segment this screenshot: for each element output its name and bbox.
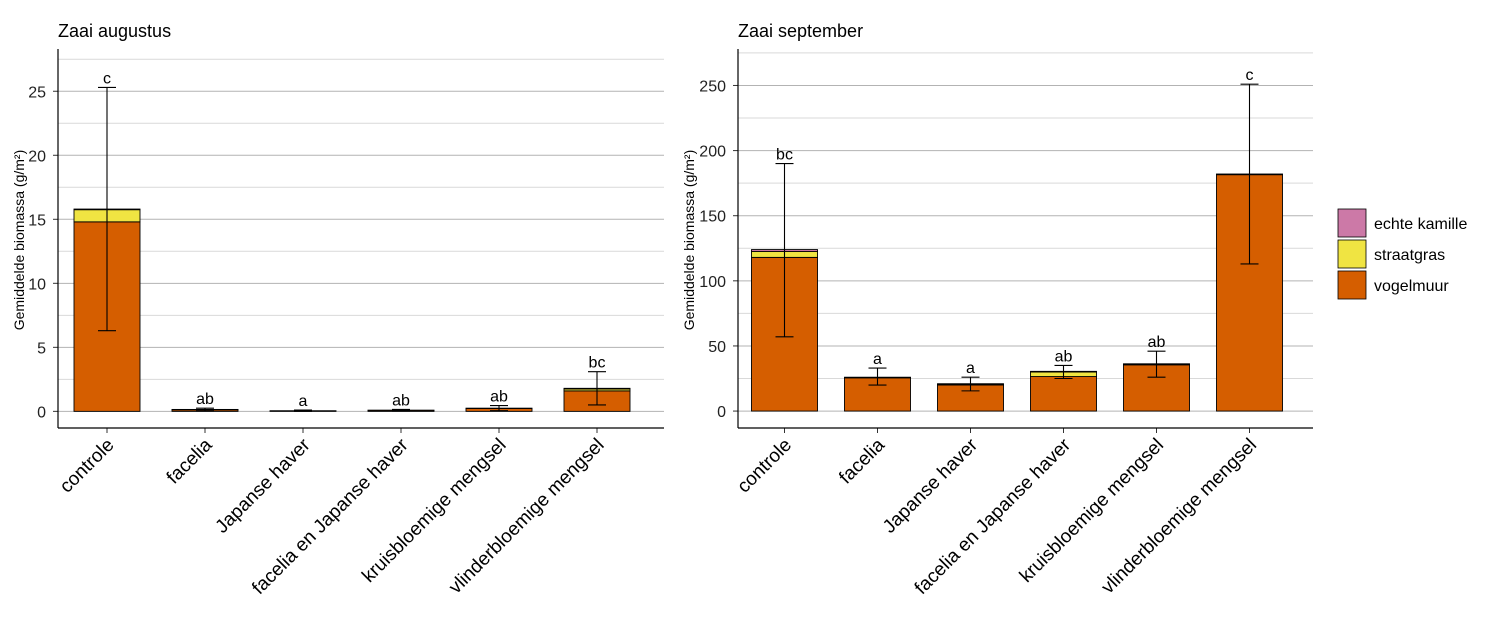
significance-label-vlinderbloemige-mengsel: c bbox=[1246, 67, 1254, 84]
error-bar-facelia bbox=[196, 407, 214, 412]
error-bar-facelia bbox=[868, 367, 887, 386]
y-tick-label: 100 bbox=[699, 274, 726, 291]
y-tick-label: 0 bbox=[717, 404, 726, 421]
significance-label-controle: bc bbox=[776, 147, 793, 164]
significance-label-vlinderbloemige-mengsel: bc bbox=[589, 355, 606, 372]
significance-label-facelia: ab bbox=[196, 391, 214, 408]
gridlines bbox=[58, 58, 664, 412]
y-axis-label: Gemiddelde biomassa (g/m²) bbox=[681, 150, 697, 331]
chart-title: Zaai september bbox=[738, 21, 863, 41]
error-bar-japanse-haver bbox=[961, 376, 980, 392]
x-tick-label-controle: controle bbox=[56, 435, 119, 498]
legend-swatch-straatgras bbox=[1337, 239, 1367, 269]
x-tick-label-japanse-haver: Japanse haver bbox=[879, 434, 982, 537]
error-bar-vlinderbloemige-mengsel bbox=[588, 371, 606, 406]
y-tick-label: 10 bbox=[28, 276, 46, 293]
error-bar-kruisbloemige-mengsel bbox=[1147, 350, 1166, 378]
y-tick-label: 150 bbox=[699, 209, 726, 226]
x-tick-label-facelia: facelia bbox=[835, 434, 889, 488]
error-bar-facelia-en-japanse-haver bbox=[1054, 364, 1073, 380]
y-tick-label: 50 bbox=[708, 339, 726, 356]
chart-title: Zaai augustus bbox=[58, 21, 171, 41]
significance-label-japanse-haver: a bbox=[966, 360, 975, 377]
panel-zaai-augustus: Zaai augustus Gemiddelde biomassa (g/m²)… bbox=[11, 21, 664, 599]
y-tick-label: 200 bbox=[699, 144, 726, 161]
error-bar-controle bbox=[98, 86, 116, 332]
x-tick-label-facelia: facelia bbox=[163, 434, 217, 488]
significance-label-kruisbloemige-mengsel: ab bbox=[490, 389, 508, 406]
y-axis-label: Gemiddelde biomassa (g/m²) bbox=[11, 150, 27, 331]
y-tick-label: 5 bbox=[37, 340, 46, 357]
significance-label-facelia-en-japanse-haver: ab bbox=[392, 392, 410, 409]
y-tick-label: 25 bbox=[28, 84, 46, 101]
error-bar-kruisbloemige-mengsel bbox=[490, 405, 508, 412]
legend-swatch-echte-kamille bbox=[1337, 208, 1367, 238]
significance-label-facelia: a bbox=[873, 351, 882, 368]
error-bar-japanse-haver bbox=[294, 409, 312, 412]
x-tick-label-controle: controle bbox=[733, 435, 796, 498]
legend-swatch-vogelmuur bbox=[1337, 270, 1367, 300]
error-bar-controle bbox=[775, 163, 794, 338]
y-tick-label: 0 bbox=[37, 404, 46, 421]
legend-label-straatgras: straatgras bbox=[1374, 247, 1445, 264]
error-bar-vlinderbloemige-mengsel bbox=[1240, 83, 1259, 265]
bar-vogelmuur-facelia-en-japanse-haver bbox=[1030, 376, 1097, 412]
x-tick-label-facelia-en-japanse-haver: facelia en Japanse haver bbox=[911, 434, 1076, 599]
legend-label-echte-kamille: echte kamille bbox=[1374, 216, 1467, 233]
y-tick-label: 250 bbox=[699, 78, 726, 95]
y-tick-label: 15 bbox=[28, 212, 46, 229]
significance-label-japanse-haver: a bbox=[299, 393, 308, 410]
y-tick-label: 20 bbox=[28, 148, 46, 165]
error-bar-facelia-en-japanse-haver bbox=[392, 408, 410, 412]
legend: echte kamille straatgras vogelmuur bbox=[1337, 208, 1467, 300]
x-tick-label-japanse-haver: Japanse haver bbox=[212, 434, 315, 537]
legend-label-vogelmuur: vogelmuur bbox=[1374, 278, 1449, 295]
significance-label-controle: c bbox=[103, 70, 111, 87]
significance-label-facelia-en-japanse-haver: ab bbox=[1055, 348, 1073, 365]
panel-zaai-september: Zaai september Gemiddelde biomassa (g/m²… bbox=[681, 21, 1313, 599]
x-tick-label-facelia-en-japanse-haver: facelia en Japanse haver bbox=[248, 434, 413, 599]
x-tick-label-vlinderbloemige-mengsel: vlinderbloemige mengsel bbox=[1098, 435, 1261, 598]
x-tick-label-vlinderbloemige-mengsel: vlinderbloemige mengsel bbox=[445, 435, 608, 598]
significance-label-kruisbloemige-mengsel: ab bbox=[1148, 334, 1166, 351]
